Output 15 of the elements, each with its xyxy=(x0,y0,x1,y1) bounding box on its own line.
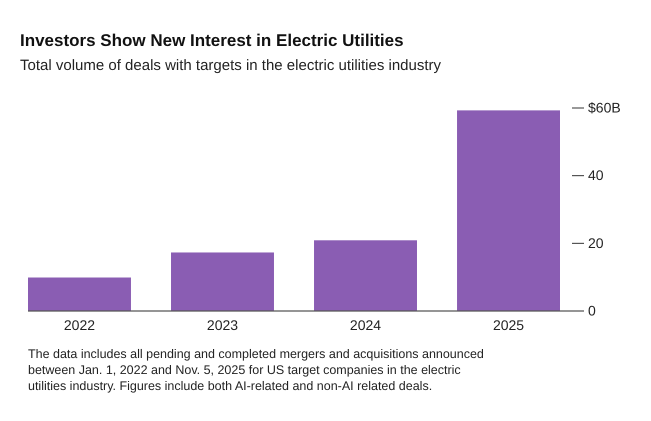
bar xyxy=(457,110,560,311)
bar xyxy=(314,240,417,311)
x-tick-label: 2023 xyxy=(206,317,238,333)
text: The data includes all pending and completed mergers and acquisitions announced between Jan. 1, 2022 and Nov. 5, 2025 for US target companies in the electric utilities industry. Figures include both AI-related and non-AI related deals. xyxy=(28,347,484,393)
x-tick-label: 2024 xyxy=(350,317,382,333)
bar xyxy=(28,278,131,311)
bar xyxy=(171,252,274,311)
y-tick-label: $60B xyxy=(588,99,621,116)
y-tick-label: 0 xyxy=(588,302,596,318)
y-tick-label: 20 xyxy=(588,234,604,251)
x-tick-label: 2025 xyxy=(492,317,524,333)
chart-subtitle: Total volume of deals with targets in the electric utilities industry xyxy=(20,57,442,74)
chart-title: Investors Show New Interest in Electric Utilities xyxy=(20,31,404,50)
y-tick-label: 40 xyxy=(588,167,604,184)
x-tick-label: 2022 xyxy=(64,317,96,333)
